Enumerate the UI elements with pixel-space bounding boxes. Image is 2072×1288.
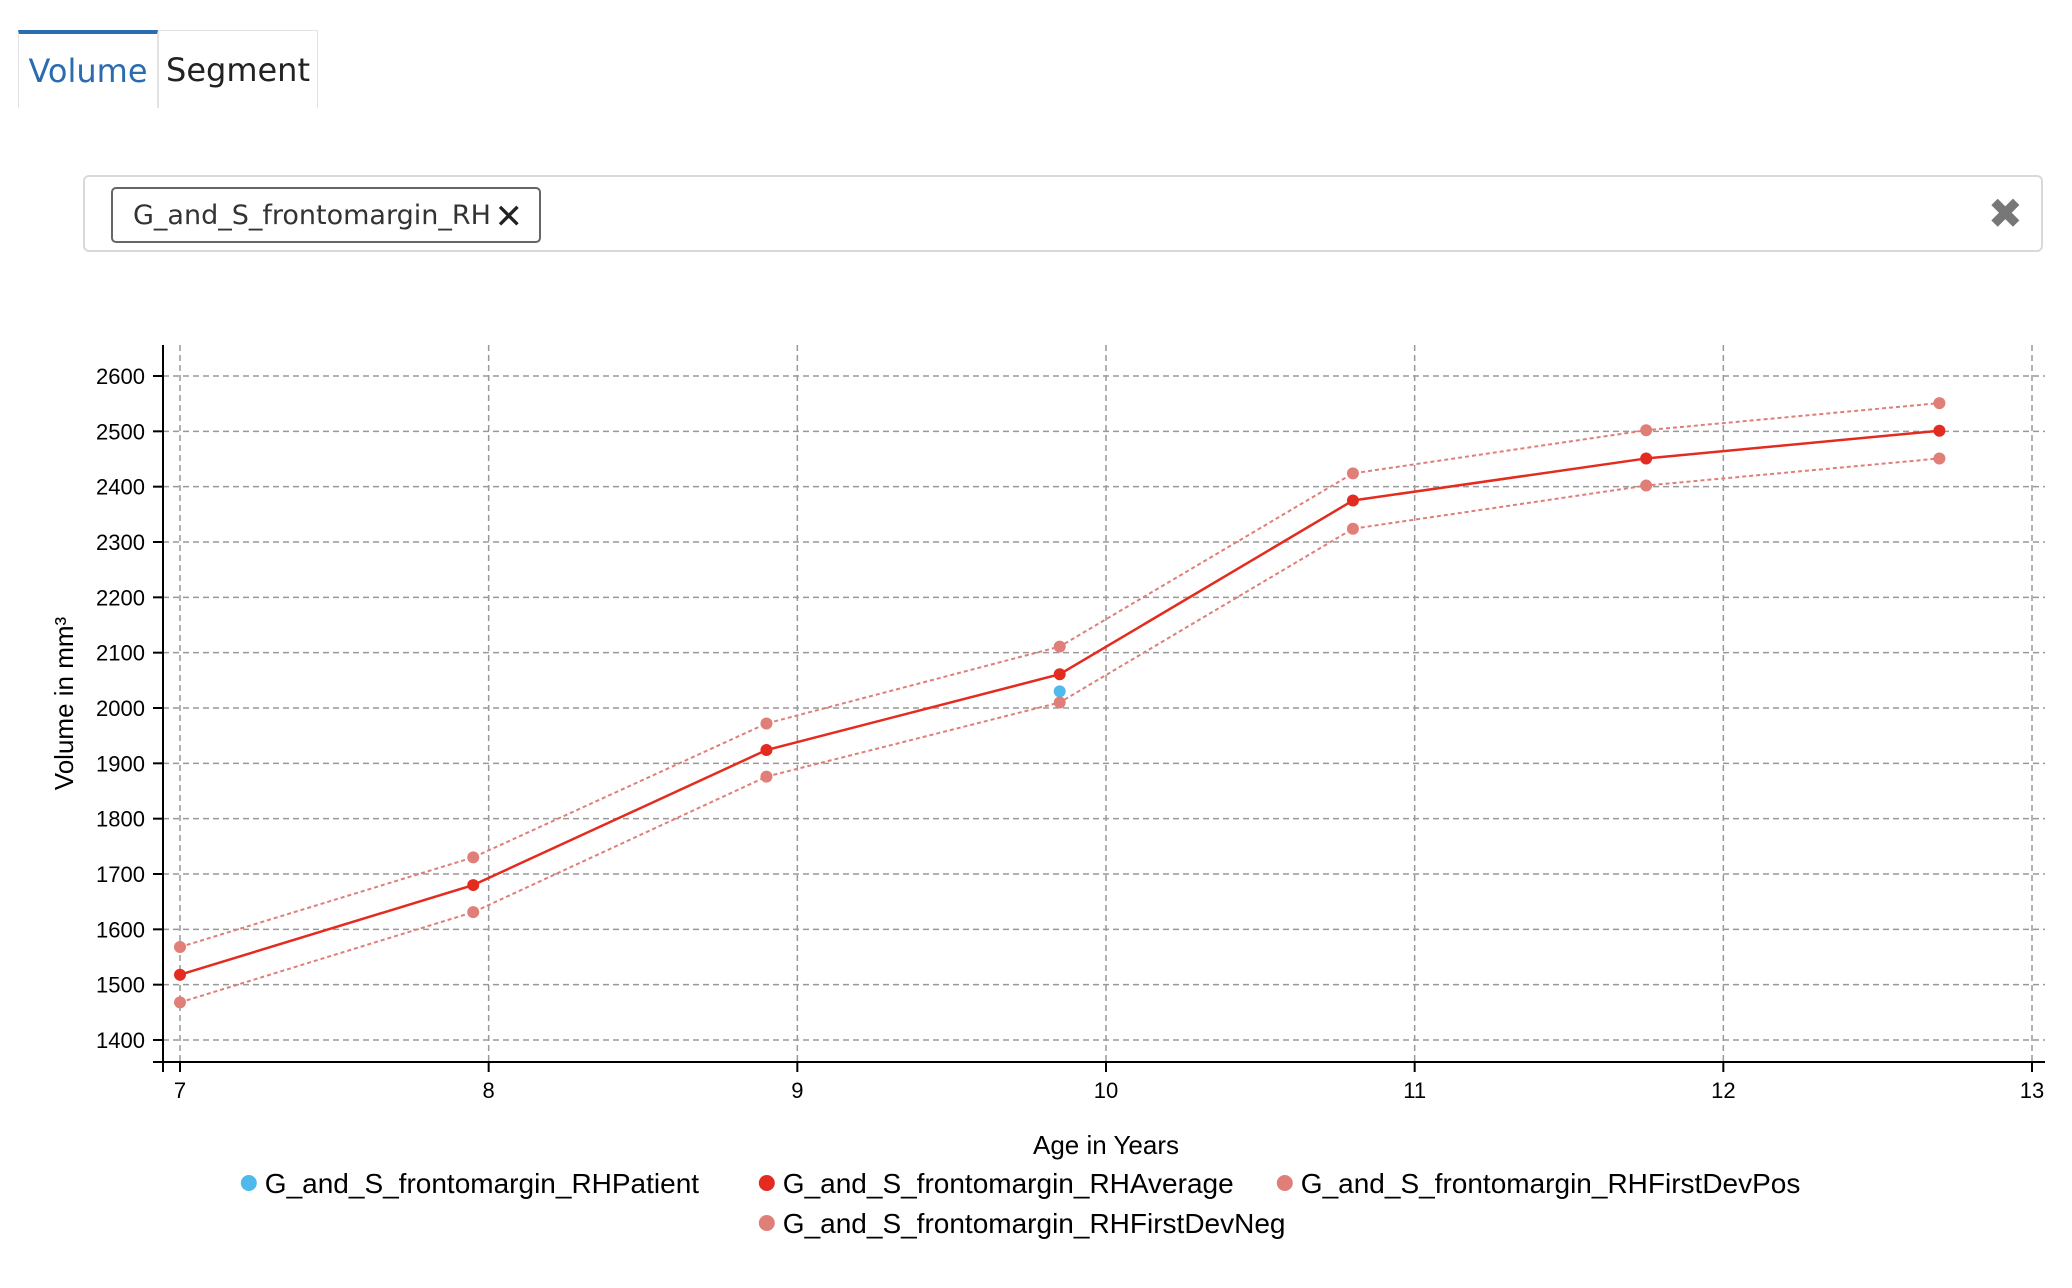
y-tick-label: 1400 bbox=[96, 1028, 145, 1053]
data-point bbox=[174, 996, 186, 1009]
legend-entry: G_and_S_frontomargin_RHFirstDevNeg bbox=[783, 1208, 1286, 1239]
tab-segment[interactable]: Segment bbox=[158, 30, 318, 108]
x-tick-label: 11 bbox=[1403, 1078, 1426, 1103]
data-point bbox=[467, 906, 480, 919]
y-tick-label: 2300 bbox=[96, 530, 145, 555]
y-tick-label: 1700 bbox=[96, 862, 145, 887]
clear-selection-icon[interactable]: ✖ bbox=[1987, 189, 2023, 238]
legend-marker bbox=[758, 1215, 775, 1231]
data-point bbox=[1933, 424, 1946, 437]
series-line-3 bbox=[179, 457, 1940, 1004]
data-point bbox=[467, 879, 480, 892]
data-point bbox=[1346, 522, 1359, 535]
data-point bbox=[174, 968, 186, 981]
y-tick-label: 1900 bbox=[96, 751, 145, 776]
legend-marker bbox=[1276, 1175, 1293, 1191]
data-point bbox=[1933, 452, 1946, 465]
x-tick-label: 10 bbox=[1094, 1078, 1118, 1103]
x-tick-label: 12 bbox=[1711, 1078, 1735, 1103]
y-tick-label: 1800 bbox=[96, 807, 145, 832]
tab-volume[interactable]: Volume bbox=[18, 30, 158, 108]
chart-series bbox=[174, 397, 1946, 1009]
legend-entry: G_and_S_frontomargin_RHFirstDevPos bbox=[1301, 1168, 1801, 1199]
selected-segment-chip: G_and_S_frontomargin_RH ✕ bbox=[111, 187, 541, 243]
x-axis-title: Age in Years bbox=[1033, 1130, 1179, 1160]
data-point bbox=[1346, 467, 1359, 480]
y-tick-label: 2100 bbox=[96, 641, 145, 666]
tab-bar: Volume Segment bbox=[18, 30, 318, 110]
legend-entry: G_and_S_frontomargin_RHAverage bbox=[783, 1168, 1234, 1199]
y-tick-label: 2400 bbox=[96, 475, 145, 500]
y-tick-label: 2000 bbox=[96, 696, 145, 721]
chart-axes: 1400 1500 1600 1700 1800 1900 2000 2100 2200 2300… bbox=[49, 345, 2045, 1160]
volume-chart: 1400 1500 1600 1700 1800 1900 2000 2100 2200 2300… bbox=[49, 345, 2045, 1239]
x-tick-label: 7 bbox=[174, 1078, 186, 1103]
x-tick-label: 9 bbox=[791, 1078, 803, 1103]
x-tick-label: 8 bbox=[483, 1078, 495, 1103]
data-point bbox=[1640, 424, 1653, 437]
chart-grid bbox=[163, 345, 2045, 1062]
data-point bbox=[760, 717, 773, 730]
data-point bbox=[1933, 397, 1946, 410]
legend-entry: G_and_S_frontomargin_RHPatient bbox=[265, 1168, 699, 1199]
data-point bbox=[174, 941, 186, 954]
legend-marker bbox=[240, 1175, 257, 1191]
data-point bbox=[760, 744, 773, 757]
data-point bbox=[1053, 668, 1066, 681]
chart-legend: G_and_S_frontomargin_RHPatient G_and_S_fr… bbox=[240, 1168, 1801, 1239]
data-point bbox=[1053, 685, 1066, 698]
data-point bbox=[760, 770, 773, 783]
data-point bbox=[1346, 494, 1359, 507]
y-tick-label: 2200 bbox=[96, 585, 145, 610]
y-tick-label: 2600 bbox=[96, 364, 145, 389]
y-tick-label: 1500 bbox=[96, 973, 145, 998]
data-point bbox=[1640, 479, 1653, 492]
y-tick-label: 2500 bbox=[96, 419, 145, 444]
legend-marker bbox=[758, 1175, 775, 1191]
selected-segment-label: G_and_S_frontomargin_RH bbox=[133, 199, 491, 231]
x-tick-label: 13 bbox=[2020, 1078, 2044, 1103]
y-axis-title: Volume in mm³ bbox=[49, 616, 79, 790]
remove-chip-icon[interactable]: ✕ bbox=[494, 197, 524, 237]
y-tick-label: 1600 bbox=[96, 917, 145, 942]
data-point bbox=[467, 851, 480, 864]
data-point bbox=[1053, 640, 1066, 653]
segment-selector[interactable]: G_and_S_frontomargin_RH ✕ ✖ bbox=[83, 175, 2043, 252]
data-point bbox=[1640, 452, 1653, 465]
data-point bbox=[1053, 696, 1066, 709]
